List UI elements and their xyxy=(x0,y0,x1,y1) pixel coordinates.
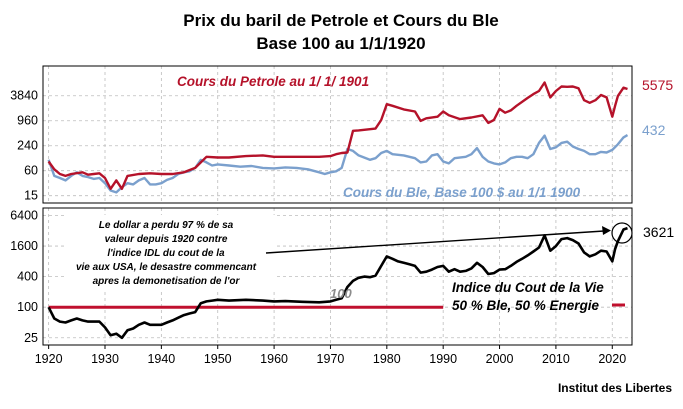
note-line-1: Le dollar a perdu 97 % de sa xyxy=(99,220,234,231)
x-tick-label: 2020 xyxy=(598,352,626,366)
vie-series-line xyxy=(47,226,628,340)
note-line-2: valeur depuis 1920 contre xyxy=(105,234,228,245)
top-tick-label: 960 xyxy=(17,114,38,128)
x-tick-label: 1960 xyxy=(260,352,288,366)
bottom-tick-label: 6400 xyxy=(10,209,38,223)
bottom-tick-label: 25 xyxy=(24,331,38,345)
chart-title-line2: Base 100 au 1/1/1920 xyxy=(256,34,425,53)
bottom-panel: 25 100 400 1600 6400 1920 1930 1940 1950 1960 197… xyxy=(10,207,674,366)
x-tick-label: 1990 xyxy=(429,352,457,366)
petrole-end-label: 5575 xyxy=(642,77,673,93)
ble-annotation: Cours du Ble, Base 100 $ au 1/1 1900 xyxy=(343,185,581,200)
vie-end-label: 3621 xyxy=(643,224,674,240)
credit-label: Institut des Libertes xyxy=(558,381,672,395)
top-tick-label: 3840 xyxy=(10,89,38,103)
bottom-plot-frame xyxy=(42,207,633,346)
top-tick-label: 60 xyxy=(24,164,38,178)
end-highlight-circle xyxy=(611,222,633,244)
x-tick-label: 1940 xyxy=(147,352,175,366)
bottom-x-ticks: 1920 1930 1940 1950 1960 1970 1980 1990 2000 2010… xyxy=(35,345,626,366)
top-tick-label: 15 xyxy=(24,189,38,203)
x-tick-label: 1950 xyxy=(204,352,232,366)
note-line-5: apres la demonetisation de l'or xyxy=(93,276,241,287)
top-y-ticks: 15 60 240 960 3840 xyxy=(10,89,38,203)
note-arrow-head xyxy=(602,226,611,235)
top-panel: 15 60 240 960 3840 Cours du Petrole au 1/ 1/… xyxy=(10,65,673,204)
label-100: 100 xyxy=(330,286,352,301)
chart-title-line1: Prix du baril de Petrole et Cours du Ble xyxy=(183,11,499,30)
ble-end-label: 432 xyxy=(642,122,666,138)
petrole-annotation: Cours du Petrole au 1/ 1/ 1901 xyxy=(177,74,369,89)
x-tick-label: 1970 xyxy=(317,352,345,366)
note-box-bg xyxy=(64,215,276,289)
ble-series-line xyxy=(47,134,629,194)
top-plot-frame xyxy=(42,65,633,204)
x-tick-label: 1980 xyxy=(373,352,401,366)
x-tick-label: 1920 xyxy=(35,352,63,366)
bottom-y-ticks: 25 100 400 1600 6400 xyxy=(10,209,38,345)
x-tick-label: 1930 xyxy=(91,352,119,366)
x-tick-label: 2000 xyxy=(486,352,514,366)
petrole-series-line xyxy=(47,81,628,190)
legend-line-1: Indice du Cout de la Vie xyxy=(452,280,604,295)
x-tick-label: 2010 xyxy=(542,352,570,366)
bottom-tick-label: 100 xyxy=(17,300,38,314)
top-tick-label: 240 xyxy=(17,139,38,153)
note-arrow-line xyxy=(265,230,605,254)
note-line-3: l'indice IDL du cout de la xyxy=(107,248,225,259)
bottom-tick-label: 400 xyxy=(17,270,38,284)
bottom-tick-label: 1600 xyxy=(10,239,38,253)
legend-line-2: 50 % Ble, 50 % Energie xyxy=(452,298,600,313)
note-line-4: vie aux USA, le desastre commencant xyxy=(76,262,257,273)
